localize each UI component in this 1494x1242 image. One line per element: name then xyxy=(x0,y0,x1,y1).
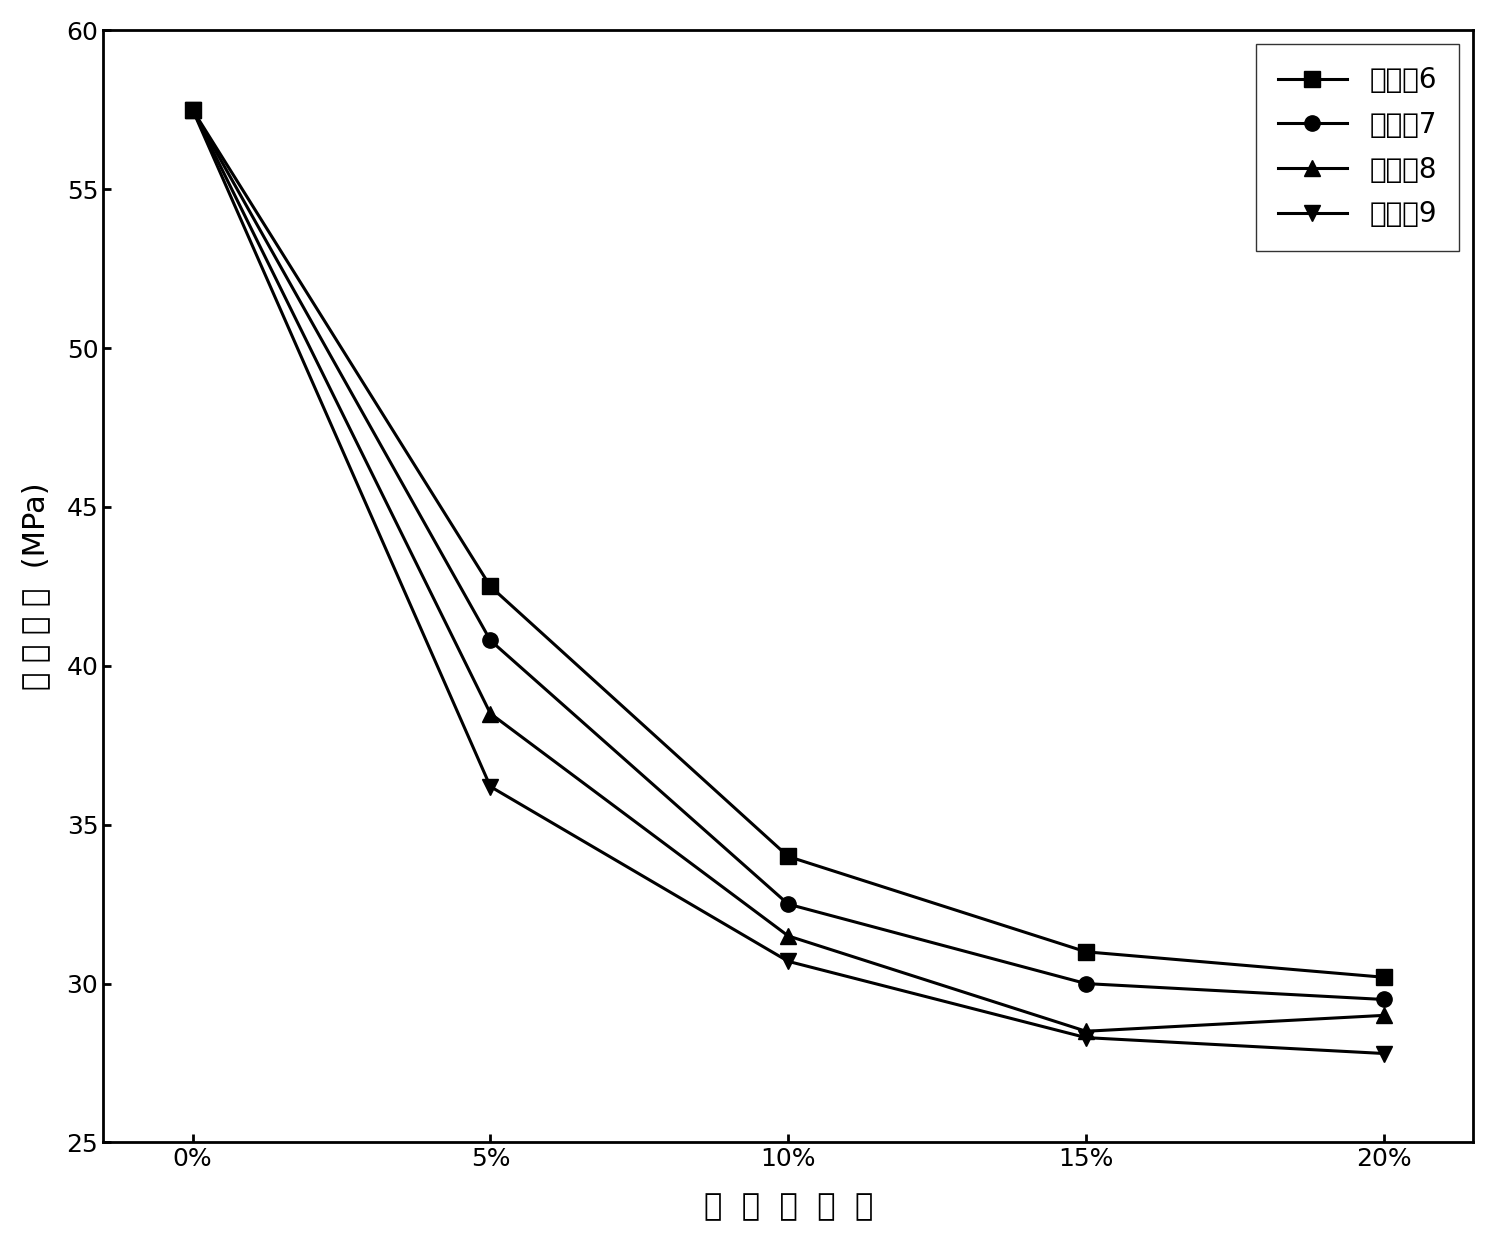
实施兤7 xyxy=(1077,976,1095,991)
Line: 实施兤7: 实施兤7 xyxy=(185,102,1391,1007)
实施兤8 xyxy=(780,929,798,944)
实施兤7 xyxy=(780,897,798,912)
实施兤9 xyxy=(184,102,202,117)
实施兤8 xyxy=(1374,1009,1392,1023)
Y-axis label: 拉 伸 强 度  (MPa): 拉 伸 强 度 (MPa) xyxy=(21,483,49,691)
实施兤8 xyxy=(184,102,202,117)
X-axis label: 微  胶  囊  含  量: 微 胶 囊 含 量 xyxy=(704,1192,872,1221)
实施兤6 xyxy=(1374,970,1392,985)
实施兤6 xyxy=(481,579,499,594)
实施兤6 xyxy=(184,102,202,117)
实施兤7 xyxy=(481,633,499,648)
Line: 实施兤9: 实施兤9 xyxy=(185,102,1391,1061)
实施兤8 xyxy=(1077,1023,1095,1038)
实施兤9 xyxy=(481,779,499,794)
实施兤8 xyxy=(481,705,499,720)
Line: 实施兤6: 实施兤6 xyxy=(185,102,1391,985)
Line: 实施兤8: 实施兤8 xyxy=(185,102,1391,1038)
实施兤6 xyxy=(780,850,798,864)
实施兤9 xyxy=(1077,1030,1095,1045)
实施兤9 xyxy=(780,954,798,969)
实施兤9 xyxy=(1374,1046,1392,1061)
Legend: 实施兤6, 实施兤7, 实施兤8, 实施兤9: 实施兤6, 实施兤7, 实施兤8, 实施兤9 xyxy=(1255,45,1460,251)
实施兤6 xyxy=(1077,944,1095,959)
实施兤7 xyxy=(1374,992,1392,1007)
实施兤7 xyxy=(184,102,202,117)
